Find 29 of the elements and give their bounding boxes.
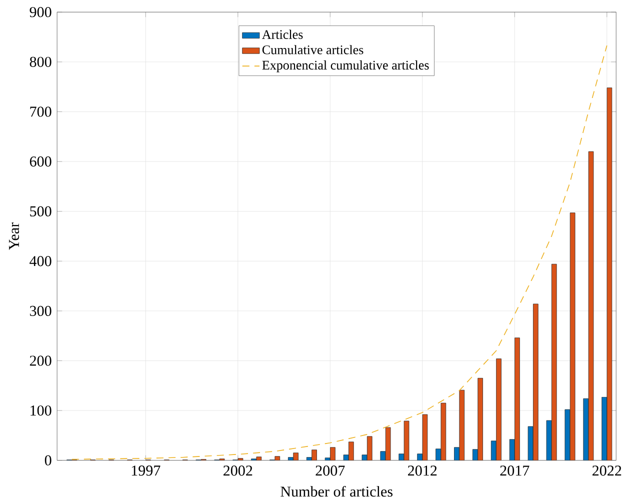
x-tick-label: 2007 xyxy=(316,466,345,476)
line-series xyxy=(71,45,608,460)
y-tick-label: 200 xyxy=(30,356,52,366)
y-tick-label: 300 xyxy=(30,306,52,316)
y-tick-label: 100 xyxy=(30,406,52,416)
y-tick-label: 900 xyxy=(30,7,52,18)
y-tick-label: 600 xyxy=(30,156,52,167)
bar xyxy=(496,358,502,460)
legend-label: Exponencial cumulative articles xyxy=(262,60,429,72)
y-tick-label: 400 xyxy=(30,256,52,266)
x-axis-title: Number of articles xyxy=(280,486,392,497)
legend-label: Articles xyxy=(262,30,303,40)
legend-label: Cumulative articles xyxy=(262,45,364,54)
bar xyxy=(478,378,483,460)
bar xyxy=(514,338,520,460)
y-tick-label: 0 xyxy=(44,455,52,466)
y-tick-label: 800 xyxy=(30,56,52,68)
y-tick-label: 500 xyxy=(30,206,52,217)
bar xyxy=(459,390,465,460)
x-tick-label: 2012 xyxy=(408,466,437,476)
y-axis-title: Year xyxy=(9,222,20,250)
y-tick-label: 700 xyxy=(30,106,52,117)
x-tick-label: 2022 xyxy=(592,466,622,476)
bar xyxy=(348,442,354,460)
x-tick-label: 1997 xyxy=(132,466,160,476)
bar xyxy=(533,304,538,460)
bar xyxy=(551,264,557,460)
x-tick-label: 2017 xyxy=(500,466,530,476)
x-tick-label: 2002 xyxy=(224,466,252,476)
